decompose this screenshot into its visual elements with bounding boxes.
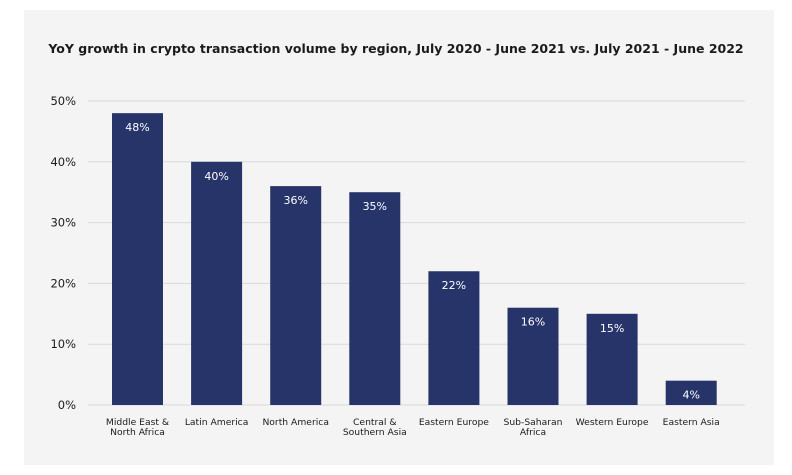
bar-value-label: 15% [600, 322, 624, 335]
bar-value-label: 16% [521, 316, 545, 329]
x-tick-label: North Africa [110, 427, 165, 438]
bar-value-label: 48% [125, 121, 149, 134]
y-tick-label: 30% [50, 216, 76, 230]
y-tick-label: 20% [50, 276, 76, 290]
x-tick-label: Central & [353, 417, 397, 428]
y-tick-label: 10% [50, 337, 76, 351]
bar-value-label: 36% [283, 194, 307, 207]
x-tick-label: Sub-Saharan [504, 417, 563, 428]
bar [428, 271, 480, 405]
bar-value-label: 22% [442, 279, 466, 292]
y-tick-label: 0% [58, 398, 76, 412]
x-tick-label: Eastern Asia [663, 417, 720, 428]
bar [270, 186, 322, 405]
bar [191, 161, 243, 405]
y-tick-label: 40% [50, 155, 76, 169]
bar-value-label: 40% [204, 170, 228, 183]
y-axis-ticks: 0% 10% 20% 30% 40% 50% [50, 94, 76, 412]
bar [507, 307, 559, 405]
x-axis-ticks: Middle East &North Africa Latin America No… [106, 417, 720, 438]
x-tick-label: Southern Asia [343, 427, 407, 438]
x-tick-label: Africa [520, 427, 546, 438]
x-tick-label: Middle East & [106, 417, 169, 428]
bar-value-label: 4% [682, 389, 699, 402]
bar-value-label: 35% [363, 200, 387, 213]
bar [349, 192, 401, 405]
bar [586, 313, 638, 405]
x-tick-label: Eastern Europe [419, 417, 489, 428]
bar [665, 380, 717, 405]
x-tick-label: Western Europe [576, 417, 649, 428]
y-tick-label: 50% [50, 94, 76, 108]
x-tick-label: Latin America [185, 417, 249, 428]
bars: 48% 40% 36% 35% 22% 16% 15% 4% [112, 113, 717, 405]
gridlines [88, 100, 745, 406]
bar [112, 113, 163, 405]
chart-title: YoY growth in crypto transaction volume … [48, 41, 744, 56]
x-tick-label: North America [262, 417, 329, 428]
